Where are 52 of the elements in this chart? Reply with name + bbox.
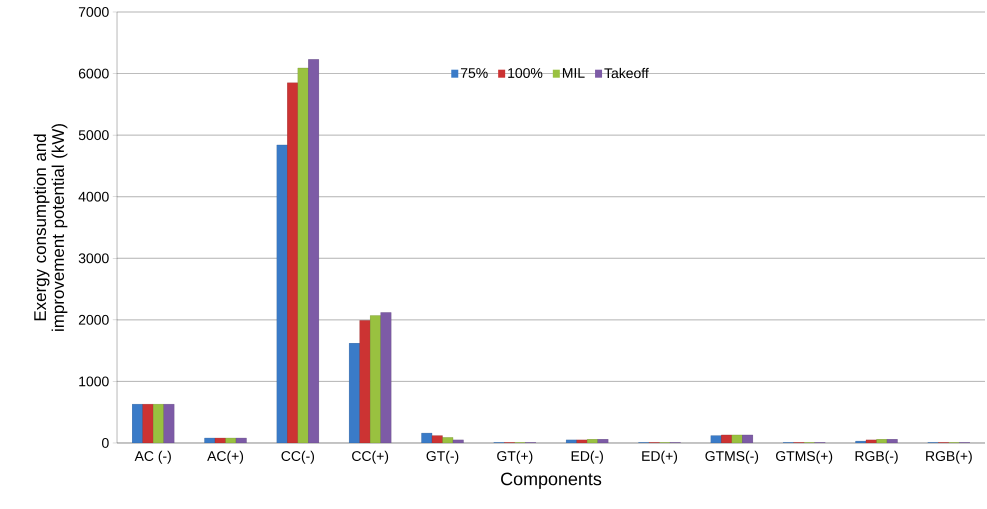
x-tick-label: GTMS(-)	[705, 450, 758, 464]
bar	[349, 343, 360, 443]
bar	[886, 439, 898, 443]
y-tick-label: 4000	[78, 192, 109, 202]
bar	[866, 440, 877, 443]
bar	[742, 434, 753, 443]
legend-label: Takeoff	[604, 68, 649, 78]
x-tick-label: RGB(+)	[926, 450, 972, 464]
bar	[710, 435, 722, 443]
bar	[276, 144, 288, 443]
x-tick-label: ED(-)	[572, 450, 603, 464]
bar	[308, 59, 319, 443]
legend-label: 75%	[460, 68, 488, 78]
bar	[421, 432, 432, 443]
x-tick-label: GT(+)	[497, 450, 532, 464]
y-tick-label: 2000	[78, 314, 109, 325]
y-axis-title: Exergy consumption and improvement potential (kW)	[34, 124, 68, 331]
x-tick-label: ED(+)	[642, 450, 678, 464]
bar	[164, 404, 174, 443]
y-tick-label: 5000	[78, 130, 109, 140]
bar	[236, 438, 247, 443]
bar	[566, 440, 577, 443]
legend-label: MIL	[562, 68, 585, 78]
y-tick-label: 0	[102, 438, 109, 448]
x-tick-label: CC(-)	[282, 450, 314, 464]
bar	[380, 312, 392, 443]
bar	[360, 320, 370, 443]
x-tick-label: AC (-)	[134, 450, 171, 464]
x-tick-label: CC(+)	[352, 450, 388, 464]
y-tick-label: 7000	[78, 7, 109, 17]
bar	[598, 439, 608, 443]
y-tick-label: 1000	[79, 376, 109, 386]
x-tick-label: GT(-)	[426, 450, 458, 464]
y-tick-label: 3000	[78, 253, 109, 264]
bar	[432, 435, 443, 443]
y-tick-label: 6000	[78, 68, 109, 79]
x-tick-label: RGB(-)	[856, 450, 898, 464]
bar	[298, 68, 308, 443]
x-tick-label: GTMS(+)	[776, 450, 832, 464]
legend-label: 100%	[508, 68, 542, 78]
x-axis-title: Components	[501, 472, 602, 489]
bar	[721, 434, 732, 443]
bar	[153, 404, 164, 443]
x-tick-label: AC(+)	[207, 450, 244, 464]
bar	[370, 315, 381, 443]
bar	[576, 440, 588, 443]
bar	[132, 404, 143, 443]
bar	[142, 404, 154, 443]
bar	[287, 82, 298, 443]
bar	[204, 438, 216, 443]
bar	[452, 440, 464, 443]
bar	[214, 438, 226, 443]
